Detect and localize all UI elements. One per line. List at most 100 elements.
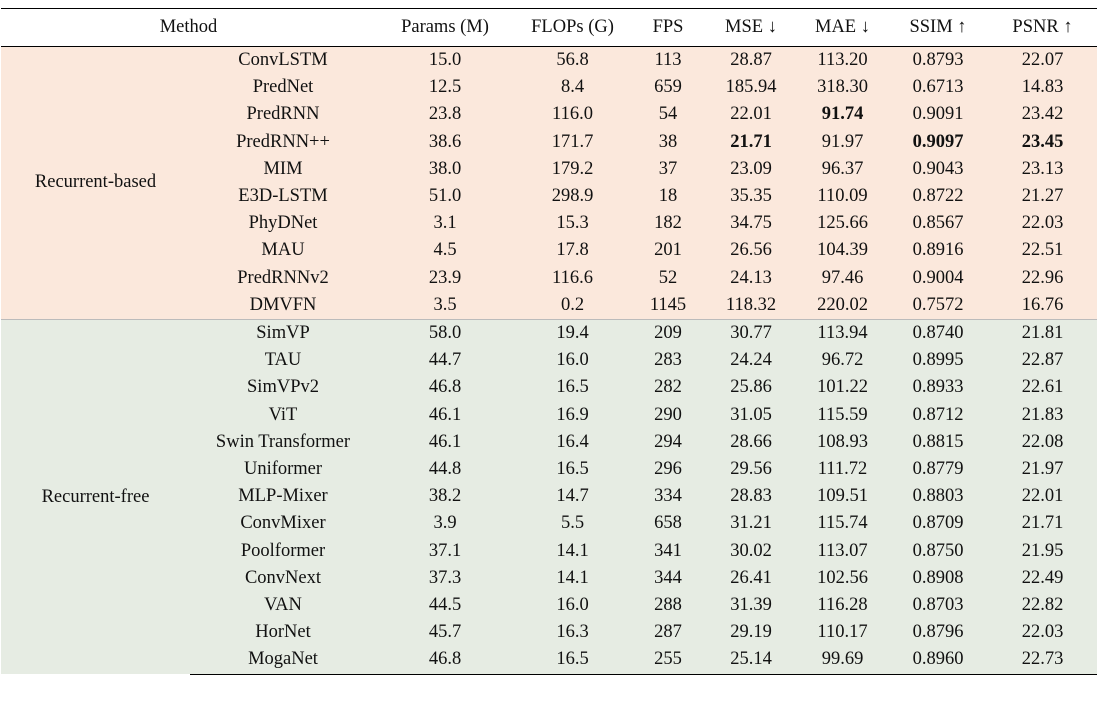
cell-psnr: 22.03 [988,210,1097,238]
cell-ssim: 0.8995 [888,347,988,375]
cell-flops: 298.9 [514,183,631,211]
cell-mae: 99.69 [797,646,888,675]
cell-mae: 113.07 [797,537,888,565]
cell-method: MLP-Mixer [190,483,376,511]
cell-ssim: 0.8740 [888,319,988,348]
cell-method: MIM [190,155,376,184]
cell-mse: 31.21 [705,510,797,538]
cell-fps: 52 [631,264,705,292]
table-row: Uniformer 44.8 16.5 296 29.56 111.72 0.8779 21.… [1,456,1097,484]
table-row: E3D-LSTM 51.0 298.9 18 35.35 110.09 0.8722 21.2… [1,183,1097,211]
cell-flops: 16.0 [514,347,631,375]
table-row: PhyDNet 3.1 15.3 182 34.75 125.66 0.8567 22.03 [1,210,1097,238]
cell-flops: 16.9 [514,401,631,429]
cell-flops: 16.5 [514,374,631,402]
cell-ssim: 0.9091 [888,101,988,129]
table-row: ViT 46.1 16.9 290 31.05 115.59 0.8712 21.83 [1,401,1097,429]
cell-method: Swin Transformer [190,428,376,457]
cell-fps: 37 [631,155,705,184]
cell-fps: 294 [631,428,705,457]
cell-method: DMVFN [190,291,376,320]
cell-flops: 56.8 [514,46,631,75]
cell-method: ConvMixer [190,510,376,538]
cell-flops: 5.5 [514,510,631,538]
cell-mse: 31.39 [705,592,797,620]
cell-mse: 118.32 [705,291,797,320]
cell-fps: 290 [631,401,705,429]
cell-method: Poolformer [190,537,376,565]
cell-mse: 29.56 [705,456,797,484]
cell-mae: 101.22 [797,374,888,402]
cell-mse: 31.05 [705,401,797,429]
cell-mae: 102.56 [797,564,888,593]
cell-fps: 38 [631,128,705,156]
cell-ssim: 0.9043 [888,155,988,184]
table-row: Swin Transformer 46.1 16.4 294 28.66 108.93 0.… [1,428,1097,457]
cell-flops: 16.4 [514,428,631,457]
cell-mae: 91.97 [797,128,888,156]
cell-mse: 28.66 [705,428,797,457]
cell-psnr: 22.96 [988,264,1097,292]
table-row: SimVPv2 46.8 16.5 282 25.86 101.22 0.8933 22.61 [1,374,1097,402]
cell-psnr: 21.97 [988,456,1097,484]
cell-params: 3.5 [376,291,514,320]
cell-psnr: 16.76 [988,291,1097,320]
group-label: Recurrent-free [1,319,190,675]
cell-mae: 115.74 [797,510,888,538]
cell-fps: 209 [631,319,705,348]
cell-fps: 113 [631,46,705,75]
cell-fps: 283 [631,347,705,375]
cell-mae: 115.59 [797,401,888,429]
cell-mse: 25.14 [705,646,797,675]
cell-psnr: 22.01 [988,483,1097,511]
cell-mae: 113.20 [797,46,888,75]
header-mse: MSE ↓ [705,8,797,47]
cell-mae: 96.72 [797,347,888,375]
cell-flops: 14.7 [514,483,631,511]
cell-mse: 26.41 [705,564,797,593]
cell-psnr: 21.27 [988,183,1097,211]
cell-psnr: 22.87 [988,347,1097,375]
cell-mae: 108.93 [797,428,888,457]
header-mae: MAE ↓ [797,8,888,47]
cell-ssim: 0.9097 [888,128,988,156]
cell-params: 46.8 [376,374,514,402]
cell-method: TAU [190,347,376,375]
cell-flops: 0.2 [514,291,631,320]
cell-params: 37.1 [376,537,514,565]
cell-ssim: 0.8933 [888,374,988,402]
cell-params: 4.5 [376,237,514,265]
cell-method: Uniformer [190,456,376,484]
cell-method: SimVPv2 [190,374,376,402]
results-table: Method Params (M) FLOPs (G) FPS MSE ↓ MA… [1,8,1097,675]
cell-fps: 255 [631,646,705,675]
cell-ssim: 0.8779 [888,456,988,484]
cell-params: 23.8 [376,101,514,129]
cell-mse: 28.83 [705,483,797,511]
cell-flops: 8.4 [514,74,631,102]
table-row: HorNet 45.7 16.3 287 29.19 110.17 0.8796 22.03 [1,619,1097,647]
cell-method: E3D-LSTM [190,183,376,211]
cell-fps: 201 [631,237,705,265]
cell-mse: 34.75 [705,210,797,238]
table-row: Poolformer 37.1 14.1 341 30.02 113.07 0.8750 21… [1,537,1097,565]
cell-mae: 110.17 [797,619,888,647]
cell-flops: 16.5 [514,646,631,675]
cell-fps: 182 [631,210,705,238]
header-flops: FLOPs (G) [514,8,631,47]
cell-fps: 54 [631,101,705,129]
cell-method: ConvLSTM [190,46,376,75]
cell-method: PredRNN [190,101,376,129]
cell-ssim: 0.8709 [888,510,988,538]
cell-params: 46.1 [376,401,514,429]
cell-params: 45.7 [376,619,514,647]
cell-ssim: 0.9004 [888,264,988,292]
table-row: MIM 38.0 179.2 37 23.09 96.37 0.9043 23.13 [1,155,1097,184]
cell-mae: 116.28 [797,592,888,620]
cell-flops: 171.7 [514,128,631,156]
group-label: Recurrent-based [1,46,190,320]
table-row: VAN 44.5 16.0 288 31.39 116.28 0.8703 22.82 [1,592,1097,620]
cell-ssim: 0.6713 [888,74,988,102]
cell-method: ConvNext [190,564,376,593]
header-ssim: SSIM ↑ [888,8,988,47]
